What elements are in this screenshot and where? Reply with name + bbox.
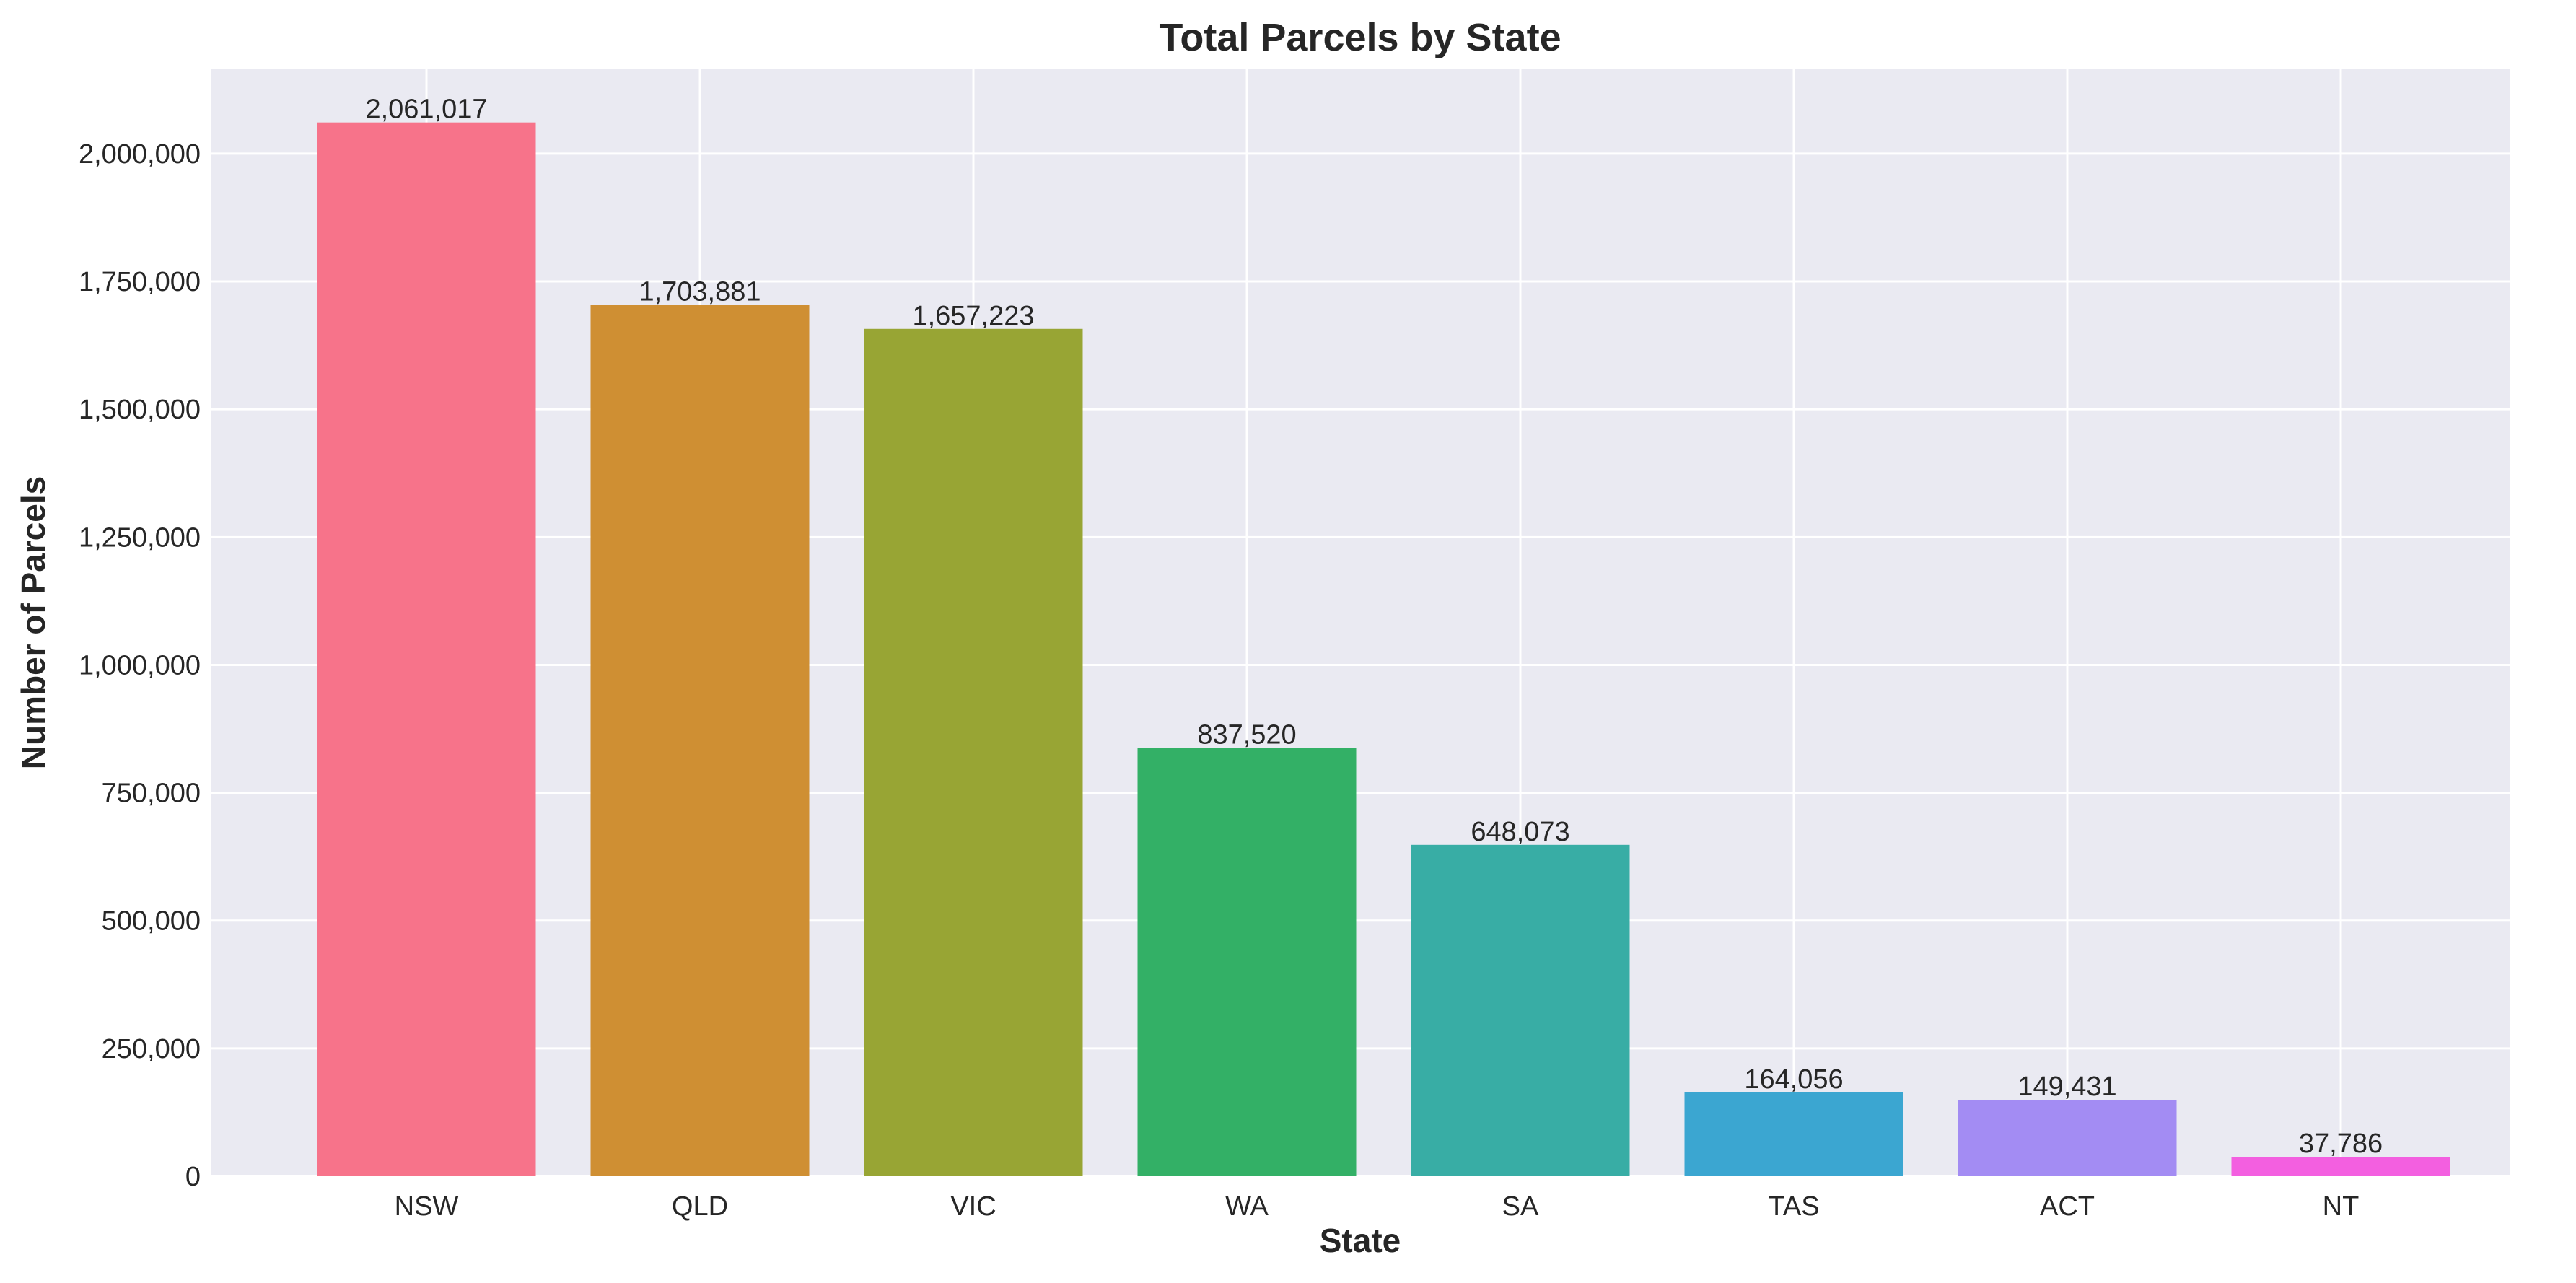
x-axis-label: State: [1320, 1222, 1401, 1259]
value-label-wa: 837,520: [1197, 720, 1296, 750]
x-tick-label-qld: QLD: [672, 1191, 728, 1222]
y-tick-label: 1,000,000: [79, 650, 201, 680]
bar-tas: [1684, 1092, 1903, 1176]
bar-act: [1958, 1100, 2177, 1176]
bar-wa: [1137, 748, 1357, 1176]
y-tick-label: 1,750,000: [79, 267, 201, 297]
value-label-qld: 1,703,881: [639, 277, 761, 307]
value-label-sa: 648,073: [1471, 817, 1569, 847]
y-tick-label: 250,000: [102, 1034, 201, 1064]
y-tick-label: 1,250,000: [79, 522, 201, 553]
x-tick-label-vic: VIC: [950, 1191, 996, 1222]
value-label-vic: 1,657,223: [912, 301, 1034, 331]
x-tick-label-tas: TAS: [1768, 1191, 1819, 1222]
x-tick-label-wa: WA: [1225, 1191, 1269, 1222]
x-tick-label-nsw: NSW: [395, 1191, 459, 1222]
chart-title: Total Parcels by State: [1159, 16, 1561, 59]
value-label-tas: 164,056: [1744, 1064, 1843, 1095]
plot-area: [211, 69, 2510, 1176]
bar-nsw: [317, 122, 536, 1176]
bar-sa: [1411, 844, 1630, 1176]
y-axis-label: Number of Parcels: [14, 476, 52, 769]
value-labels: 2,061,017 1,703,881 1,657,223 837,520 648,07…: [365, 95, 2383, 1160]
x-tick-label-sa: SA: [1502, 1191, 1539, 1222]
x-axis-ticks: NSW QLD VIC WA SA TAS ACT NT: [395, 1191, 2360, 1222]
value-label-nt: 37,786: [2299, 1129, 2383, 1159]
bar-qld: [590, 305, 810, 1176]
x-tick-label-nt: NT: [2323, 1191, 2360, 1222]
value-label-nsw: 2,061,017: [365, 95, 487, 125]
value-label-act: 149,431: [2018, 1072, 2116, 1102]
y-tick-label: 750,000: [102, 779, 201, 809]
x-tick-label-act: ACT: [2040, 1191, 2095, 1222]
y-tick-label: 500,000: [102, 906, 201, 937]
y-tick-label: 2,000,000: [79, 139, 201, 170]
bars: [317, 122, 2450, 1177]
bar-nt: [2231, 1157, 2450, 1176]
bar-vic: [864, 328, 1083, 1177]
y-tick-label: 0: [185, 1162, 201, 1192]
y-tick-label: 1,500,000: [79, 395, 201, 425]
y-axis-ticks: 0 250,000 500,000 750,000 1,000,000 1,250,000…: [79, 139, 201, 1192]
